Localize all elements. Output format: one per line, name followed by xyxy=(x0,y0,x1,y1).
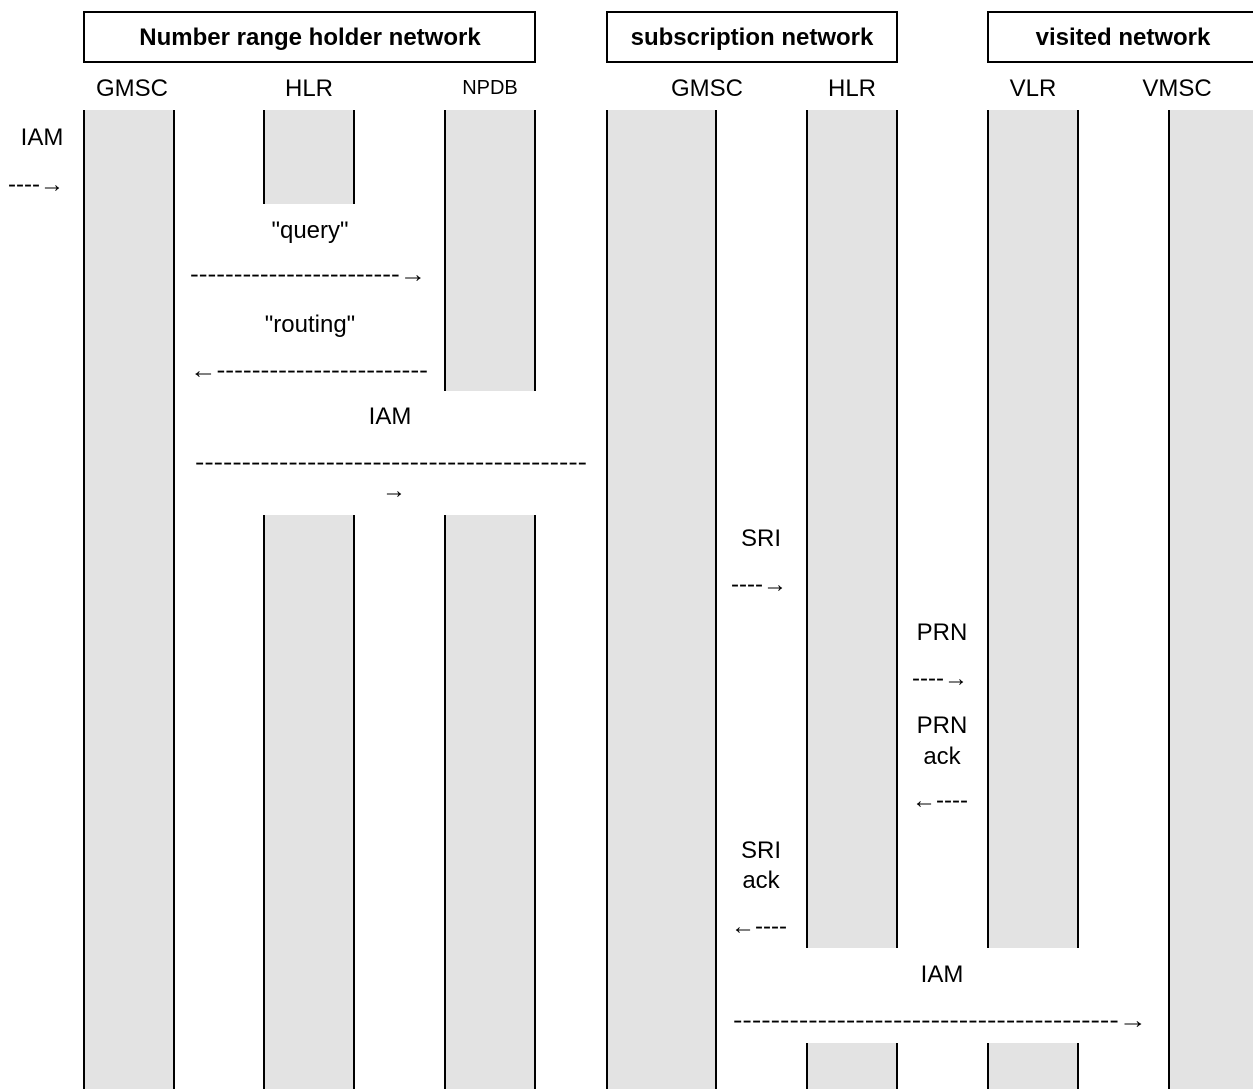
message-label-prn: PRN xyxy=(917,619,968,646)
message-arrow-prn-ack: ←---- xyxy=(912,787,968,814)
entity-label-sub-gmsc: GMSC xyxy=(671,75,743,102)
message-arrow-query: ------------------------→ xyxy=(190,261,426,288)
message-label-iam-incoming: IAM xyxy=(21,124,64,151)
lifeline-vis-vlr xyxy=(987,110,1079,1089)
entity-label-nrh-npdb: NPDB xyxy=(462,77,518,99)
network-title: visited network xyxy=(1036,24,1211,51)
message-arrow-routing: ←------------------------ xyxy=(190,357,428,384)
network-title: Number range holder network xyxy=(139,24,481,51)
lifeline-sub-hlr xyxy=(806,110,898,1089)
message-label-iam-forward: IAM xyxy=(369,403,412,430)
message-arrow-prn: ----→ xyxy=(912,665,968,692)
entity-label-nrh-gmsc: GMSC xyxy=(96,75,168,102)
network-title: subscription network xyxy=(631,24,874,51)
message-label-prn-ack: ack xyxy=(923,743,961,770)
message-label-prn-ack: PRN xyxy=(917,712,968,739)
message-arrow-sri: ----→ xyxy=(731,571,787,598)
message-label-sri-ack: ack xyxy=(742,867,780,894)
entity-label-vis-vmsc: VMSC xyxy=(1142,75,1211,102)
message-arrowhead-iam-forward: → xyxy=(382,477,406,504)
entity-label-nrh-hlr: HLR xyxy=(285,75,333,102)
network-header-subscription: subscription network xyxy=(606,11,898,63)
lifeline-nrh-hlr xyxy=(263,110,355,1089)
message-label-sri: SRI xyxy=(741,525,781,552)
lifeline-sub-gmsc xyxy=(606,110,717,1089)
network-header-number-range-holder: Number range holder network xyxy=(83,11,536,63)
message-arrow-sri-ack: ←---- xyxy=(731,913,787,940)
message-arrow-iam-incoming: ----→ xyxy=(8,171,64,198)
message-dashes-iam-forward: ----------------------------------------… xyxy=(195,449,587,476)
message-arrow-iam-final: ----------------------------------------… xyxy=(733,1007,1147,1034)
message-label-iam-final: IAM xyxy=(921,961,964,988)
lifeline-nrh-gmsc xyxy=(83,110,175,1089)
lifeline-nrh-npdb xyxy=(444,110,536,1089)
network-header-visited: visited network xyxy=(987,11,1253,63)
entity-label-sub-hlr: HLR xyxy=(828,75,876,102)
lifeline-vis-vmsc xyxy=(1168,110,1253,1089)
message-label-routing: "routing" xyxy=(265,311,355,338)
entity-label-vis-vlr: VLR xyxy=(1010,75,1057,102)
message-label-sri-ack: SRI xyxy=(741,837,781,864)
message-label-query: "query" xyxy=(271,217,348,244)
